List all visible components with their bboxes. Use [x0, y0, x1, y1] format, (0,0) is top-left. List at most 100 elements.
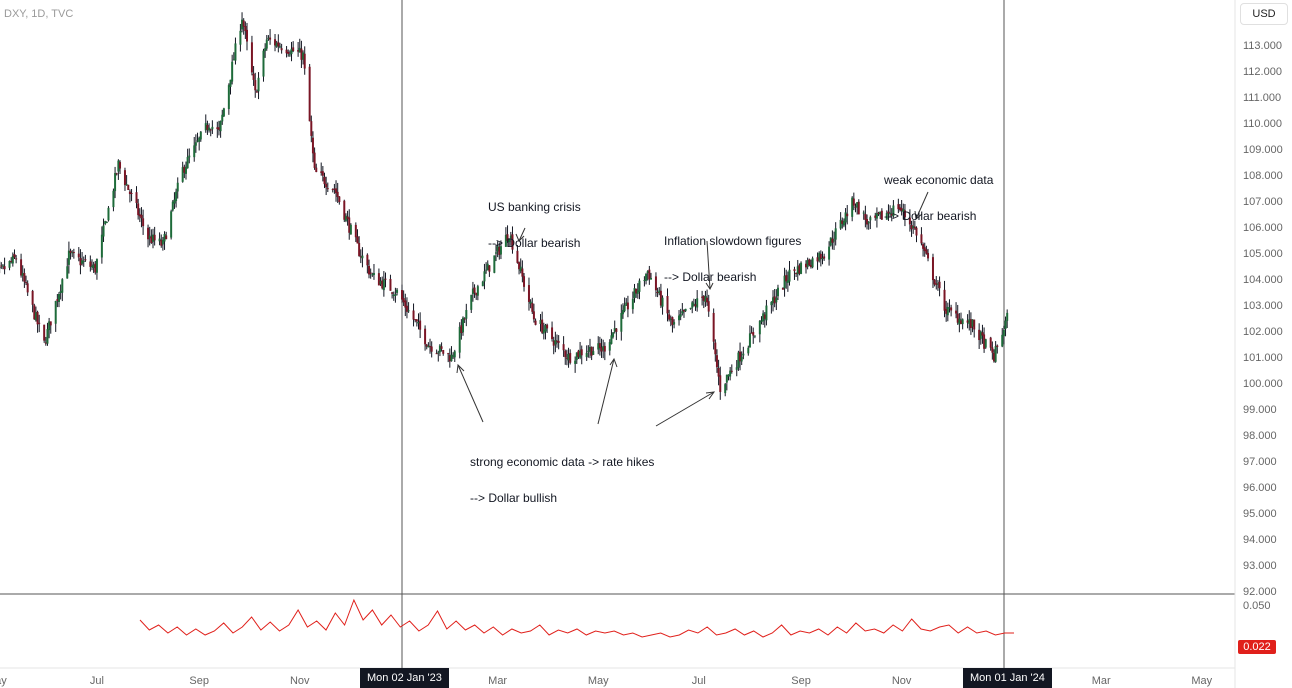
candle-body — [556, 340, 559, 342]
candle-body — [927, 252, 930, 259]
candle-body — [49, 321, 52, 326]
candle-body — [712, 312, 715, 342]
candle-body — [90, 266, 93, 268]
time-tick-label: May — [1191, 675, 1212, 687]
candle-body — [222, 108, 225, 117]
candle-body — [948, 307, 951, 309]
candle-body — [372, 273, 375, 275]
candle-body — [811, 258, 814, 268]
candle-body — [717, 368, 720, 377]
time-tick-label: Mar — [1092, 675, 1111, 687]
candle-body — [262, 50, 265, 77]
candle-body — [615, 328, 618, 332]
candle-body — [382, 279, 385, 291]
candle-body — [496, 246, 499, 252]
candle-body — [89, 261, 92, 267]
candle-body — [719, 375, 722, 392]
candle-body — [58, 293, 61, 302]
candle-body — [569, 352, 572, 363]
candle-body — [504, 234, 507, 247]
candle-body — [992, 352, 995, 362]
time-tick-label: Sep — [189, 675, 209, 687]
candle-body — [498, 246, 501, 255]
candle-body — [494, 252, 497, 254]
candle-body — [852, 198, 855, 206]
candle-body — [239, 30, 242, 45]
candle-body — [396, 289, 399, 293]
arrowhead-strong-1 — [456, 363, 465, 374]
candle-body — [562, 344, 565, 351]
candle-body — [684, 308, 687, 311]
candle-body — [264, 48, 267, 52]
arrowhead-weak — [914, 210, 923, 220]
arrow-weak — [915, 191, 929, 220]
candle-body — [361, 255, 364, 259]
candle-body — [33, 305, 36, 320]
candle-body — [290, 48, 293, 55]
annotation-banking-line1: US banking crisis — [488, 200, 581, 214]
candle-body — [104, 221, 107, 224]
candle-body — [874, 215, 877, 218]
candle-body — [854, 206, 857, 208]
candle-body — [646, 271, 649, 274]
time-axis: May Jul Sep Nov Mar May Jul Sep Nov Mar May — [0, 675, 1213, 687]
candle-body — [234, 43, 237, 61]
candle-body — [636, 290, 639, 294]
candle-body — [668, 314, 671, 320]
candle-body — [217, 127, 220, 130]
candle-body — [335, 188, 338, 194]
candle-body — [643, 280, 646, 282]
price-tick-label: 101.000 — [1243, 352, 1283, 364]
candle-body — [227, 85, 230, 110]
candle-body — [343, 200, 346, 220]
candle-body — [394, 294, 397, 296]
price-tick-label: 94.000 — [1243, 534, 1277, 546]
candle-body — [31, 290, 34, 305]
candle-body — [77, 253, 80, 258]
candle-body — [706, 297, 709, 303]
candle-body — [429, 346, 432, 348]
candle-body — [508, 238, 511, 243]
candle-body — [889, 212, 892, 215]
candle-body — [414, 319, 417, 321]
currency-button[interactable]: USD — [1240, 3, 1288, 25]
candle-body — [163, 234, 166, 242]
candle-body — [702, 295, 705, 301]
candle-body — [729, 370, 732, 377]
candle-body — [579, 350, 582, 358]
price-tick-label: 105.000 — [1243, 248, 1283, 260]
candle-body — [673, 322, 676, 325]
indicator-line — [139, 598, 1014, 638]
candle-body — [440, 346, 443, 349]
candle-body — [470, 294, 473, 310]
candle-body — [542, 329, 545, 334]
price-tick-label: 104.000 — [1243, 274, 1283, 286]
candle-body — [796, 266, 799, 275]
candle-body — [645, 274, 648, 281]
candle-body — [430, 346, 433, 352]
candle-body — [344, 215, 347, 221]
candle-body — [450, 354, 453, 362]
candle-body — [250, 42, 253, 73]
candle-body — [377, 273, 380, 286]
arrow-banking — [518, 227, 526, 242]
candle-body — [877, 212, 880, 215]
candle-body — [483, 271, 486, 282]
annotation-inflation: Inflation slowdown figures --> Dollar be… — [664, 211, 801, 295]
candle-body — [943, 289, 946, 311]
candle-body — [153, 234, 156, 241]
candle-body — [984, 339, 987, 348]
candle-body — [910, 225, 913, 230]
candle-body — [908, 217, 911, 225]
candle-body — [661, 297, 664, 307]
candle-body — [961, 319, 964, 325]
candle-body — [127, 184, 130, 190]
candle-body — [915, 227, 918, 236]
candle-body — [554, 340, 557, 345]
candle-body — [453, 351, 456, 358]
price-tick-label: 100.000 — [1243, 378, 1283, 390]
candle-body — [785, 275, 788, 282]
candle-body — [183, 166, 186, 173]
candle-body — [539, 320, 542, 324]
candle-body — [209, 129, 212, 131]
